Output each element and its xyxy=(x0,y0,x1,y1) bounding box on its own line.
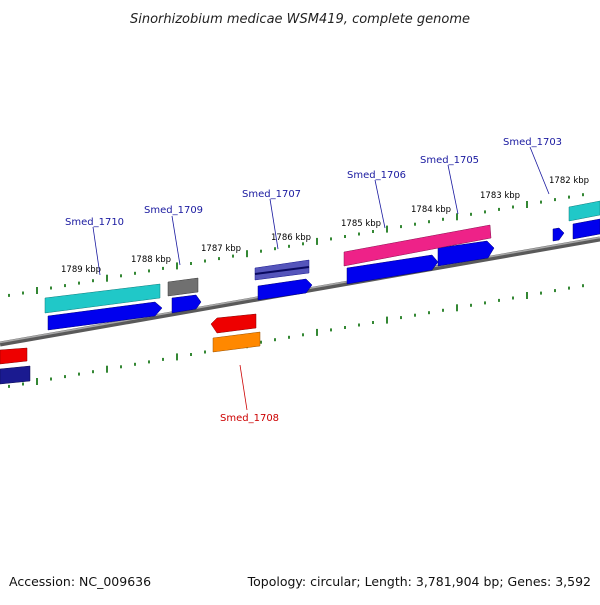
gene-label-smed-1706[interactable]: Smed_1706 xyxy=(347,170,406,181)
kbp-labels: 1782 kbp 1783 kbp 1784 kbp 1785 kbp 1786… xyxy=(61,176,589,275)
gene-label-smed-1708[interactable]: Smed_1708 xyxy=(220,413,279,424)
accession-text: Accession: NC_009636 xyxy=(9,574,151,589)
gene-1706-cds[interactable] xyxy=(346,254,439,285)
gene-1708-bar[interactable] xyxy=(212,331,261,353)
gene-1708-cds[interactable] xyxy=(210,313,257,334)
kbp-label-1784: 1784 kbp xyxy=(411,205,451,215)
left-red-feature[interactable] xyxy=(0,347,28,365)
gene-1709-bar[interactable] xyxy=(167,277,199,297)
kbp-label-1782: 1782 kbp xyxy=(549,176,589,186)
gene-1707-stripe xyxy=(254,266,310,275)
gene-label-smed-1710[interactable]: Smed_1710 xyxy=(65,217,124,228)
gene-1707-cds[interactable] xyxy=(257,278,313,301)
upper-tick-track xyxy=(8,193,584,297)
kbp-label-1786: 1786 kbp xyxy=(271,233,311,243)
reverse-strand-features xyxy=(0,313,261,385)
gene-1710-cds[interactable] xyxy=(47,301,163,331)
gene-labels: Smed_1703 Smed_1705 Smed_1706 Smed_1707 … xyxy=(65,137,562,424)
kbp-label-1785: 1785 kbp xyxy=(341,219,381,229)
gene-1706-bar[interactable] xyxy=(343,224,492,267)
map-title: Sinorhizobium medicae WSM419, complete g… xyxy=(130,12,470,27)
kbp-label-1789: 1789 kbp xyxy=(61,265,101,275)
gene-1710-bar[interactable] xyxy=(44,283,161,314)
gene-label-smed-1709[interactable]: Smed_1709 xyxy=(144,205,203,216)
genome-summary-text: Topology: circular; Length: 3,781,904 bp… xyxy=(247,574,591,589)
gene-1705-cds[interactable] xyxy=(437,240,495,267)
gene-label-smed-1705[interactable]: Smed_1705 xyxy=(420,155,479,166)
gene-leader-lines xyxy=(92,146,550,411)
gene-label-smed-1703[interactable]: Smed_1703 xyxy=(503,137,562,148)
gene-1703-cyan[interactable] xyxy=(568,200,600,222)
gene-label-smed-1707[interactable]: Smed_1707 xyxy=(242,189,301,200)
gene-1709-cds[interactable] xyxy=(171,294,202,314)
kbp-label-1788: 1788 kbp xyxy=(131,255,171,265)
kbp-label-1783: 1783 kbp xyxy=(480,191,520,201)
left-navy-feature[interactable] xyxy=(0,365,31,385)
kbp-label-1787: 1787 kbp xyxy=(201,244,241,254)
gene-1703-cds[interactable] xyxy=(572,218,600,240)
forward-strand-features xyxy=(44,200,600,331)
gene-small-cds[interactable] xyxy=(552,227,565,242)
